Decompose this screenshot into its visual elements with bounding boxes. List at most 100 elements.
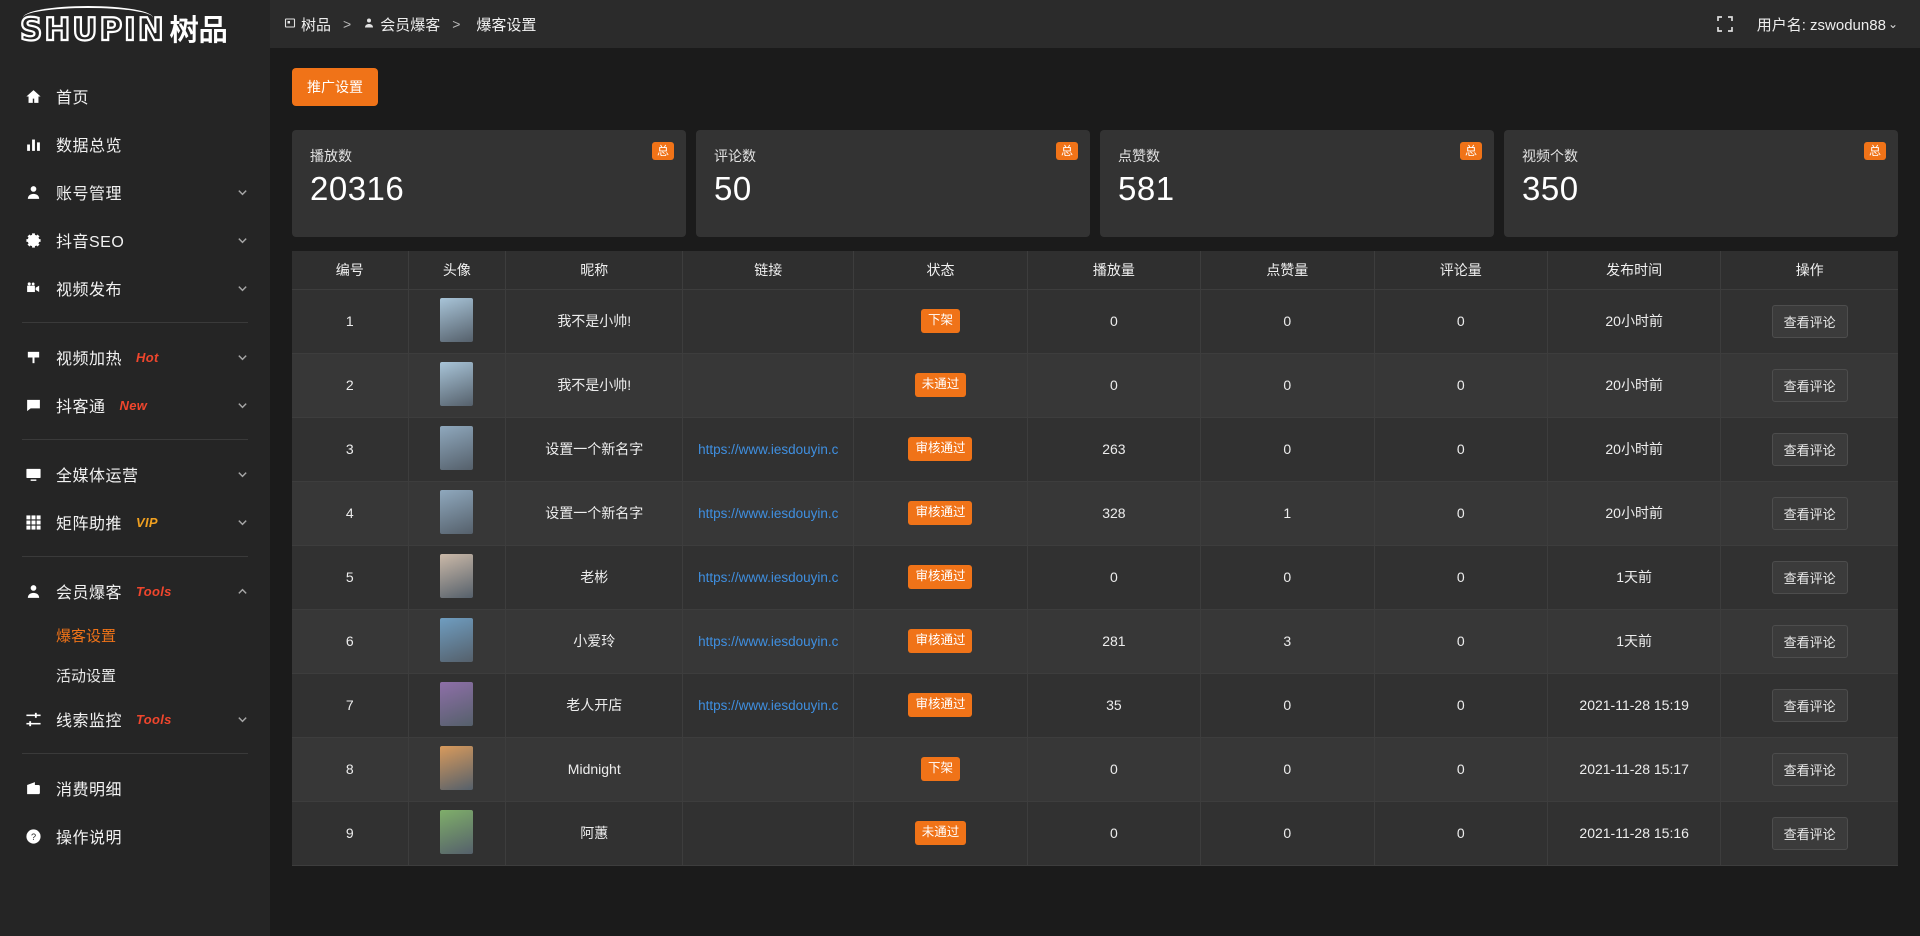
sidebar-item-label: 全媒体运营 <box>56 468 139 485</box>
video-link[interactable]: https://www.iesdouyin.c <box>698 441 839 457</box>
view-comments-button[interactable]: 查看评论 <box>1771 688 1848 722</box>
cell-likes: 0 <box>1200 673 1375 738</box>
view-comments-button[interactable]: 查看评论 <box>1771 432 1848 466</box>
status-badge[interactable]: 审核通过 <box>908 565 973 589</box>
sidebar-item-tag: Hot <box>136 349 159 365</box>
breadcrumb-item-member-baoke[interactable]: 会员爆客 <box>363 14 440 35</box>
sidebar-item-video-boost[interactable]: 视频加热 Hot <box>0 333 270 381</box>
cell-time: 2021-11-28 15:17 <box>1547 737 1722 802</box>
table-row: 7 老人开店 https://www.iesdouyin.c 审核通过 35 0 0 2021… <box>292 673 1898 738</box>
view-comments-button[interactable]: 查看评论 <box>1771 368 1848 402</box>
cell-comments: 0 <box>1374 545 1548 610</box>
cell-action: 查看评论 <box>1720 737 1898 802</box>
video-camera-icon <box>22 277 44 299</box>
cell-comments: 0 <box>1374 673 1548 738</box>
sidebar: SHUPIN 树品 首页 数据总览 账号管理 抖音SEO <box>0 0 270 936</box>
sidebar-item-instructions[interactable]: ? 操作说明 <box>0 812 270 860</box>
sidebar-item-account-management[interactable]: 账号管理 <box>0 168 270 216</box>
sidebar-item-douke-tong[interactable]: 抖客通 New <box>0 381 270 429</box>
table-row: 2 我不是小帅! 未通过 0 0 0 20小时前 查看评论 <box>292 353 1898 418</box>
cell-avatar <box>408 737 507 802</box>
avatar <box>440 425 474 470</box>
cell-time: 2021-11-28 15:16 <box>1547 801 1722 866</box>
sidebar-item-label: 视频加热 <box>56 351 123 368</box>
breadcrumb-separator: > <box>343 16 352 32</box>
cell-plays: 328 <box>1027 481 1202 546</box>
logo-mark: SHUPIN <box>19 5 166 46</box>
cell-time: 20小时前 <box>1547 481 1722 546</box>
cell-likes: 0 <box>1200 737 1375 802</box>
cell-avatar <box>408 353 507 418</box>
sidebar-item-label: 消费明细 <box>56 782 123 799</box>
sidebar-item-video-publish[interactable]: 视频发布 <box>0 264 270 312</box>
sliders-icon <box>22 708 44 730</box>
brand-logo[interactable]: SHUPIN 树品 <box>0 0 270 60</box>
table-row: 5 老彬 https://www.iesdouyin.c 审核通过 0 0 0 1天前 查看评论 <box>292 545 1898 610</box>
main-area: 树品 > 会员爆客 > 爆客设置 用户名: zswodun88 ⌄ <box>270 0 1920 936</box>
sidebar-divider <box>22 753 248 754</box>
cell-status: 审核通过 <box>853 545 1028 610</box>
status-badge[interactable]: 审核通过 <box>908 437 973 461</box>
status-badge[interactable]: 未通过 <box>914 373 967 397</box>
status-badge[interactable]: 审核通过 <box>908 693 973 717</box>
status-badge[interactable]: 下架 <box>920 757 960 781</box>
content: 推广设置 播放数 20316 总 评论数 50 总 点赞数 581 总 <box>270 48 1920 936</box>
sidebar-item-member-baoke[interactable]: 会员爆客 Tools <box>0 567 270 615</box>
status-badge[interactable]: 审核通过 <box>908 629 973 653</box>
chevron-down-icon <box>236 713 248 725</box>
fullscreen-icon[interactable] <box>1716 16 1733 32</box>
cell-status: 未通过 <box>853 801 1028 866</box>
sidebar-item-label: 数据总览 <box>56 138 123 155</box>
video-link[interactable]: https://www.iesdouyin.c <box>698 505 839 521</box>
status-badge[interactable]: 下架 <box>920 309 960 333</box>
sidebar-item-data-overview[interactable]: 数据总览 <box>0 120 270 168</box>
sidebar-item-home[interactable]: 首页 <box>0 72 270 120</box>
member-icon <box>22 580 44 602</box>
sidebar-item-consumption-detail[interactable]: 消费明细 <box>0 764 270 812</box>
chevron-down-icon <box>236 399 248 411</box>
promo-settings-button[interactable]: 推广设置 <box>292 68 378 106</box>
column-header-action: 操作 <box>1720 251 1898 290</box>
video-link[interactable]: https://www.iesdouyin.c <box>698 633 839 649</box>
breadcrumb-item-home[interactable]: 树品 <box>284 14 331 35</box>
column-header-link: 链接 <box>682 251 855 290</box>
view-comments-button[interactable]: 查看评论 <box>1771 496 1848 530</box>
sidebar-subitem-baoke-settings[interactable]: 爆客设置 <box>0 615 270 655</box>
monitor-icon <box>22 463 44 485</box>
cell-plays: 0 <box>1027 545 1202 610</box>
cell-id: 6 <box>292 609 409 674</box>
avatar <box>440 297 474 342</box>
sidebar-subitem-activity-settings[interactable]: 活动设置 <box>0 655 270 695</box>
view-comments-button[interactable]: 查看评论 <box>1771 560 1848 594</box>
cell-plays: 0 <box>1027 737 1202 802</box>
chat-icon <box>22 394 44 416</box>
sidebar-item-matrix-boost[interactable]: 矩阵助推 VIP <box>0 498 270 546</box>
cell-plays: 281 <box>1027 609 1202 674</box>
sidebar-item-label: 抖客通 <box>56 399 106 416</box>
sidebar-item-label: 线索监控 <box>56 713 123 730</box>
svg-text:?: ? <box>30 832 35 842</box>
view-comments-button[interactable]: 查看评论 <box>1771 624 1848 658</box>
video-link[interactable]: https://www.iesdouyin.c <box>698 697 839 713</box>
column-header-likes: 点赞量 <box>1200 251 1375 290</box>
status-badge[interactable]: 未通过 <box>914 821 967 845</box>
logo-cn-text: 树品 <box>169 14 228 47</box>
view-comments-button[interactable]: 查看评论 <box>1771 816 1848 850</box>
cell-id: 1 <box>292 289 409 354</box>
sidebar-item-lead-monitor[interactable]: 线索监控 Tools <box>0 695 270 743</box>
view-comments-button[interactable]: 查看评论 <box>1771 752 1848 786</box>
cell-id: 5 <box>292 545 409 610</box>
sidebar-item-douyin-seo[interactable]: 抖音SEO <box>0 216 270 264</box>
video-link[interactable]: https://www.iesdouyin.c <box>698 569 839 585</box>
chevron-down-icon <box>236 351 248 363</box>
view-comments-button[interactable]: 查看评论 <box>1771 304 1848 338</box>
cell-time: 20小时前 <box>1547 417 1722 482</box>
status-badge[interactable]: 审核通过 <box>908 501 973 525</box>
cell-nickname: 设置一个新名字 <box>505 417 684 482</box>
stat-card-title: 点赞数 <box>1118 148 1160 164</box>
stat-card-value: 581 <box>1118 170 1175 207</box>
chevron-down-icon: ⌄ <box>1887 17 1898 31</box>
sidebar-item-all-media-ops[interactable]: 全媒体运营 <box>0 450 270 498</box>
user-menu[interactable]: 用户名: zswodun88 ⌄ <box>1757 14 1898 35</box>
cell-nickname: 老人开店 <box>505 673 684 738</box>
